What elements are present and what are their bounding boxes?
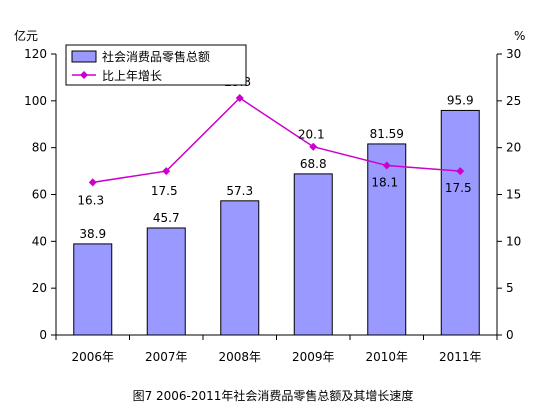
line-value-label: 17.5	[151, 184, 178, 198]
bar	[440, 109, 480, 336]
left-y-tick-label: 80	[32, 141, 47, 155]
line-point	[309, 142, 318, 151]
line-point	[162, 167, 171, 176]
right-y-tick-label: 10	[506, 234, 521, 248]
growth-line	[92, 97, 461, 184]
bar-value-label: 57.3	[226, 184, 253, 198]
bar	[73, 243, 113, 336]
right-axis-unit: %	[514, 29, 525, 43]
line-point	[88, 178, 97, 187]
bar-value-label: 81.59	[370, 127, 404, 141]
bar	[220, 200, 260, 336]
line-value-label: 18.1	[371, 175, 398, 189]
legend-bar-label: 社会消费品零售总额	[102, 49, 210, 64]
right-y-tick-label: 25	[506, 94, 521, 108]
x-tick-label: 2006年	[71, 350, 114, 364]
left-y-tick-label: 40	[32, 234, 47, 248]
right-y-tick-label: 20	[506, 141, 521, 155]
right-y-tick-label: 30	[506, 47, 521, 61]
bar	[367, 143, 407, 336]
axes: 0 20 40 60 80 100 120 0 5 10 15 20 25 30 2006年 2007年 200…	[24, 47, 521, 364]
x-tick-label: 2010年	[365, 350, 408, 364]
x-tick-label: 2009年	[292, 350, 335, 364]
bar	[146, 227, 186, 336]
left-y-tick-label: 120	[24, 47, 47, 61]
right-y-tick-label: 15	[506, 188, 521, 202]
legend-bar-swatch	[71, 50, 97, 63]
left-axis-unit: 亿元	[14, 28, 38, 43]
legend-line-marker	[80, 71, 88, 79]
left-y-tick-label: 0	[39, 328, 47, 342]
legend-line-label: 比上年增长	[102, 69, 162, 83]
right-y-tick-label: 0	[506, 328, 514, 342]
x-tick-label: 2008年	[218, 350, 261, 364]
figure-caption: 图7 2006-2011年社会消费品零售总额及其增长速度	[133, 388, 414, 403]
data-labels: 38.945.757.368.881.5995.916.317.525.320.…	[77, 75, 473, 241]
line-point	[235, 94, 244, 103]
line-value-label: 16.3	[77, 193, 104, 207]
line-value-label: 17.5	[445, 181, 472, 195]
bar	[293, 173, 333, 336]
left-y-tick-label: 20	[32, 281, 47, 295]
legend: 社会消费品零售总额 比上年增长	[65, 44, 247, 86]
bar-value-label: 95.9	[447, 93, 474, 107]
left-y-tick-label: 100	[24, 94, 47, 108]
bar-series	[73, 109, 480, 336]
bar-value-label: 45.7	[153, 211, 180, 225]
bar-value-label: 68.8	[300, 157, 327, 171]
right-y-tick-label: 5	[506, 281, 514, 295]
x-tick-label: 2007年	[145, 350, 188, 364]
line-series	[88, 94, 465, 187]
line-point	[382, 161, 391, 170]
line-value-label: 20.1	[298, 128, 325, 142]
bar-value-label: 38.9	[79, 227, 106, 241]
left-y-tick-label: 60	[32, 188, 47, 202]
line-point	[456, 167, 465, 176]
x-tick-label: 2011年	[439, 350, 482, 364]
